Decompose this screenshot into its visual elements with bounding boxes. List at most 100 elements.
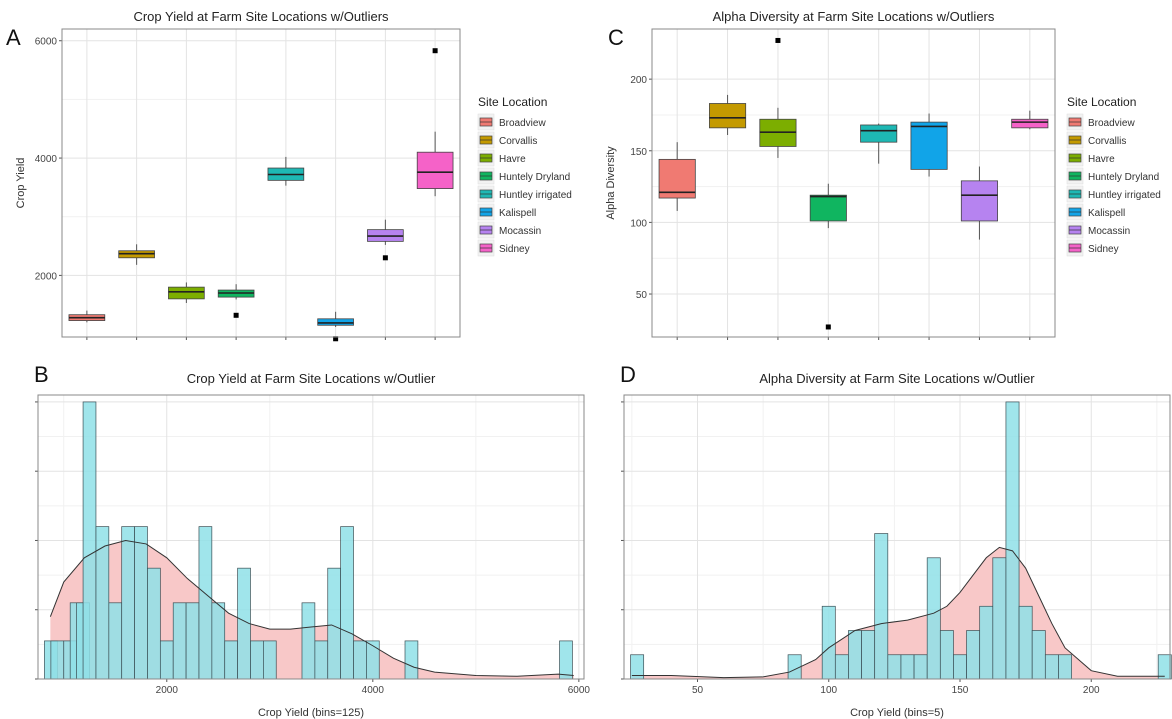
box-kalispell [317,311,354,342]
histogram-bar [979,605,994,680]
box-havre [759,37,797,158]
legend-label: Corvallis [1088,136,1126,147]
histogram-bar [198,526,213,680]
histogram-bar [404,640,419,680]
x-tick-label: 150 [952,685,969,696]
legend-item: Havre [1066,149,1115,167]
legend-label: Sidney [1088,244,1119,255]
plot-area [62,29,460,337]
crop-yield-histogram-panel: Crop Yield at Farm Site Locations w/Outl… [35,371,590,719]
histogram-bar [1044,654,1059,680]
y-tick-label: 4000 [35,154,58,165]
histogram-bar [874,533,889,680]
box-corvallis [709,94,747,136]
histogram-bar [314,640,329,680]
legend-item: Huntely Dryland [477,167,570,185]
histogram-bar [900,654,915,680]
histogram-bar [1058,654,1072,680]
panel-label-c: C [608,25,624,50]
alpha-diversity-boxplot-panel: Alpha Diversity at Farm Site Locations w… [605,9,1161,340]
box-body [416,151,454,189]
box-sidney [416,48,454,197]
histogram-bar [172,602,187,680]
legend-item: Mocassin [477,221,541,239]
box-body [860,124,898,143]
x-axis-label: Crop Yield (bins=125) [258,707,364,719]
outlier-point [233,312,239,318]
legend-item: Havre [477,149,526,167]
histogram-bar [1005,401,1020,680]
legend-label: Mocassin [499,226,541,237]
histogram-bar [340,526,354,680]
box-mocassin [367,219,404,261]
box-huntley-irrigated [860,123,898,164]
histogram-bar [966,630,981,680]
histogram-bar [263,640,277,680]
box-huntley-irrigated [267,156,305,186]
legend-item: Broadview [1066,113,1135,131]
histogram-bar [224,640,238,680]
panel-label-d: D [620,362,636,387]
x-tick-label: 2000 [156,685,179,696]
legend-label: Kalispell [1088,208,1125,219]
legend-label: Havre [1088,154,1115,165]
x-tick-label: 6000 [568,685,591,696]
histogram-bar [147,567,161,680]
legend-label: Huntely Dryland [1088,172,1159,183]
histogram-bar [913,654,928,680]
legend-label: Corvallis [499,136,537,147]
box-body [168,286,205,300]
outlier-point [825,324,831,330]
legend: Site Location Broadview Corvallis Havre Hunt… [477,95,572,257]
panel-label-a: A [6,25,21,50]
box-kalispell [910,113,948,177]
histogram-bar [926,557,941,680]
histogram-bar [353,640,367,680]
histogram-bar [327,567,341,680]
histogram-bar [366,640,380,680]
legend-label: Huntely Dryland [499,172,570,183]
y-tick-label: 200 [630,75,647,86]
legend-title: Site Location [478,95,547,109]
legend-label: Sidney [499,244,530,255]
box-broadview [68,310,106,323]
legend-item: Corvallis [477,131,537,149]
legend-label: Broadview [499,118,546,129]
legend-item: Broadview [477,113,546,131]
chart-title: Crop Yield at Farm Site Locations w/Outl… [187,371,436,386]
histogram-bar [82,401,97,680]
box-body [960,180,998,222]
legend-label: Broadview [1088,118,1135,129]
legend-item: Sidney [1066,239,1119,257]
box-sidney [1011,110,1049,130]
y-tick-label: 100 [630,218,647,229]
box-huntely-dryland [809,183,847,330]
legend-label: Kalispell [499,208,536,219]
outlier-point [382,255,388,261]
histogram-bar [953,654,967,680]
y-axis-label: Crop Yield [15,158,27,209]
y-tick-label: 6000 [35,37,58,48]
legend-label: Havre [499,154,526,165]
legend-item: Kalispell [477,203,536,221]
histogram-bar [134,526,148,680]
x-tick-label: 200 [1083,685,1100,696]
x-axis-label: Crop Yield (bins=5) [850,707,944,719]
histogram-bar [108,602,123,680]
plot-frame [651,28,1056,338]
plot-frame [37,394,585,680]
legend-item: Mocassin [1066,221,1130,239]
chart-title: Crop Yield at Farm Site Locations w/Outl… [133,9,389,24]
legend-label: Mocassin [1088,226,1130,237]
x-tick-label: 100 [820,685,837,696]
histogram-bar [1157,654,1172,680]
chart-title: Alpha Diversity at Farm Site Locations w… [759,371,1035,386]
panel-label-b: B [34,362,49,387]
box-body [910,121,948,170]
x-tick-label: 50 [692,685,704,696]
box-mocassin [960,166,998,240]
y-tick-label: 150 [630,147,647,158]
histogram-bar [250,640,264,680]
box-body [317,318,354,326]
